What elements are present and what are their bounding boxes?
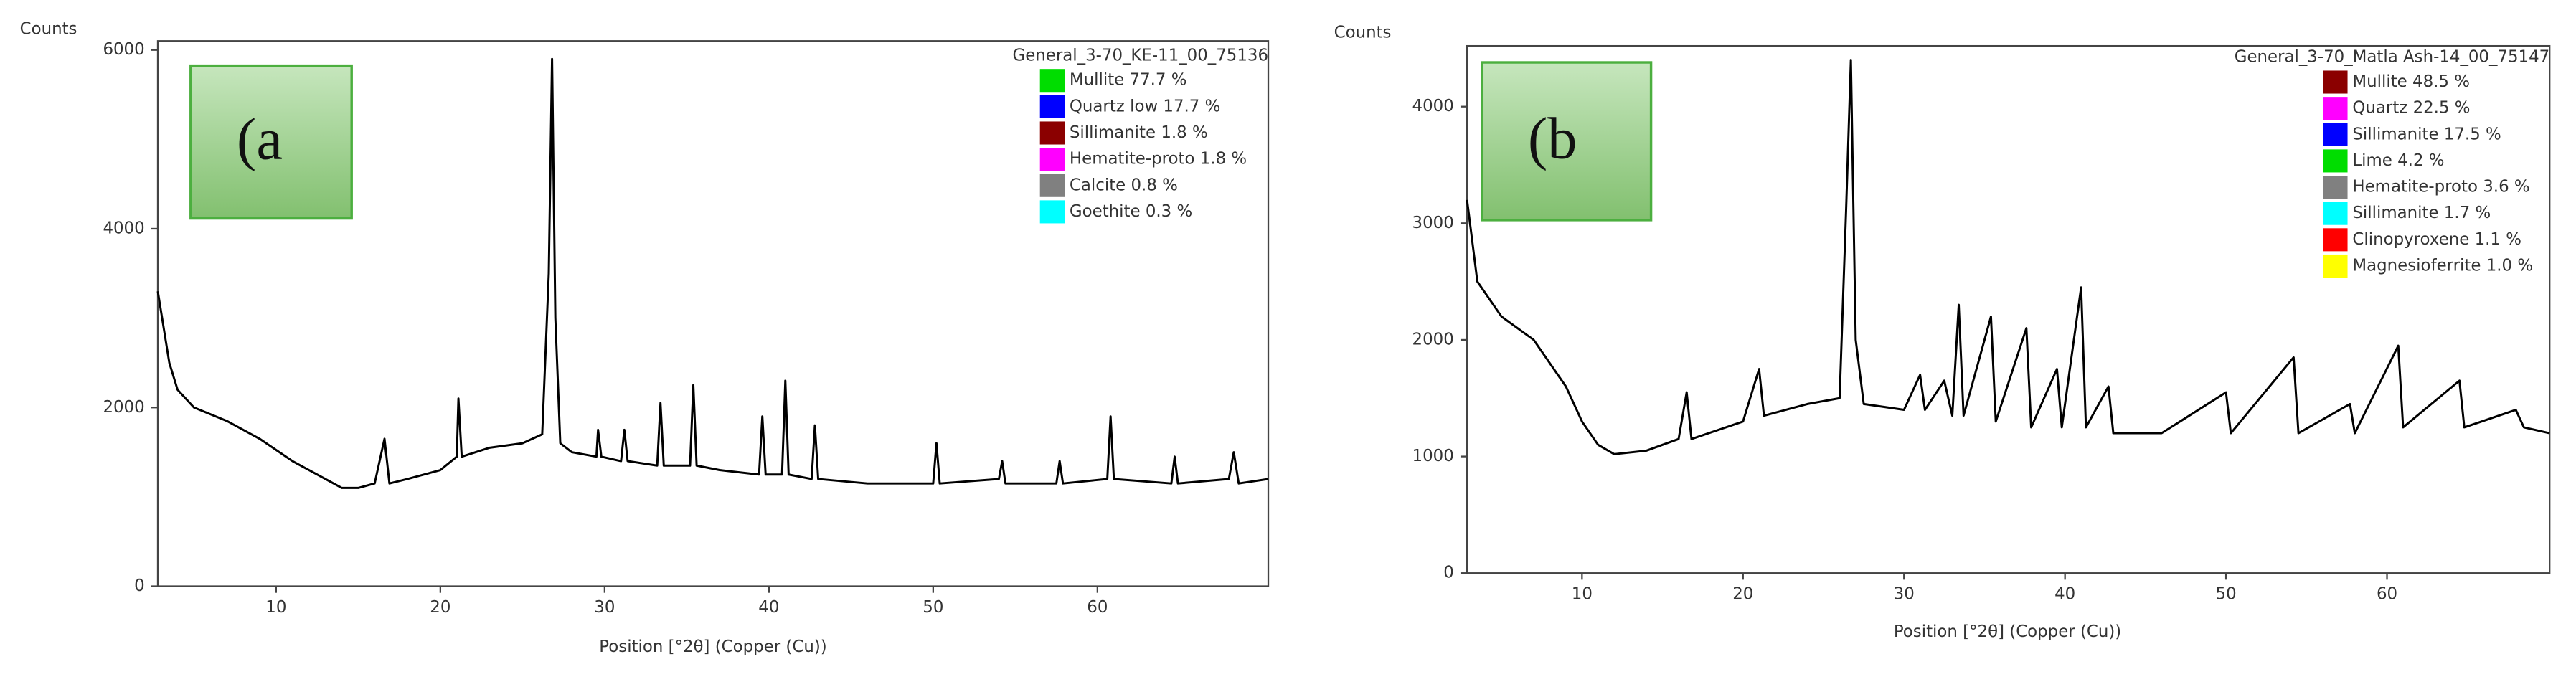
y-tick-label: 0	[1443, 564, 1454, 582]
legend-swatch	[1039, 121, 1065, 145]
panel-label-box	[189, 64, 353, 220]
x-tick-label: 50	[923, 598, 943, 617]
y-tick-label: 2000	[1412, 330, 1454, 349]
xrd-trace	[1466, 59, 2550, 455]
legend-label: Hematite-proto 3.6 %	[2352, 178, 2529, 196]
legend-swatch	[1039, 69, 1065, 93]
legend-label: Sillimanite 1.7 %	[2352, 204, 2491, 222]
legend-swatch	[2323, 176, 2348, 199]
legend-swatch	[2323, 149, 2348, 173]
legend-label: Quartz low 17.7 %	[1070, 97, 1220, 115]
xrd-trace	[156, 57, 1269, 489]
legend-label: Mullite 48.5 %	[2352, 72, 2470, 91]
legend-swatch	[2323, 70, 2348, 94]
panel-label: (b	[1528, 105, 1577, 171]
legend-label: Quartz 22.5 %	[2352, 99, 2470, 118]
legend-swatch	[1039, 200, 1065, 224]
x-tick-label: 50	[2216, 584, 2237, 603]
y-tick-label: 4000	[103, 219, 144, 237]
y-tick-label: 6000	[103, 40, 144, 59]
legend-swatch	[2323, 254, 2348, 278]
legend-swatch	[1039, 174, 1065, 197]
x-tick-label: 40	[758, 598, 779, 617]
legend-swatch	[2323, 97, 2348, 120]
x-tick-label: 40	[2054, 584, 2075, 603]
y-tick-label: 3000	[1412, 214, 1454, 232]
legend-label: Goethite 0.3 %	[1070, 202, 1192, 221]
legend-label: Clinopyroxene 1.1 %	[2352, 230, 2521, 249]
x-tick-label: 20	[1732, 584, 1753, 603]
y-axis-title: Counts	[1334, 23, 1392, 42]
legend-swatch	[2323, 202, 2348, 225]
x-tick-label: 60	[1087, 598, 1108, 617]
legend-title: General_3-70_Matla Ash-14_00_75147	[2235, 48, 2549, 67]
y-tick-label: 4000	[1412, 97, 1454, 115]
x-axis-title: Position [°2θ] (Copper (Cu))	[599, 638, 826, 656]
legend-swatch	[1039, 148, 1065, 171]
y-tick-label: 0	[134, 577, 145, 595]
legend-title: General_3-70_KE-11_00_75136	[1013, 46, 1269, 65]
legend-label: Sillimanite 1.8 %	[1070, 123, 1208, 142]
legend-swatch	[1039, 95, 1065, 118]
legend-label: Magnesioferrite 1.0 %	[2352, 256, 2533, 275]
legend-label: Mullite 77.7 %	[1070, 71, 1187, 90]
panel-label-box	[1481, 61, 1653, 222]
legend-label: Sillimanite 17.5 %	[2352, 125, 2501, 143]
x-tick-label: 20	[430, 598, 450, 617]
legend-label: Lime 4.2 %	[2352, 151, 2444, 170]
x-tick-label: 10	[1572, 584, 1593, 603]
y-tick-label: 1000	[1412, 447, 1454, 465]
x-tick-label: 10	[265, 598, 286, 617]
x-tick-label: 30	[1894, 584, 1915, 603]
legend-swatch	[2323, 123, 2348, 146]
x-tick-label: 30	[594, 598, 615, 617]
legend-swatch	[2323, 228, 2348, 252]
x-tick-label: 60	[2377, 584, 2397, 603]
legend-label: Calcite 0.8 %	[1070, 176, 1178, 194]
x-axis-title: Position [°2θ] (Copper (Cu))	[1894, 622, 2121, 641]
legend-label: Hematite-proto 1.8 %	[1070, 150, 1247, 169]
panel-label: (a	[237, 107, 283, 172]
y-axis-title: Counts	[20, 20, 77, 39]
y-tick-label: 2000	[103, 398, 144, 417]
